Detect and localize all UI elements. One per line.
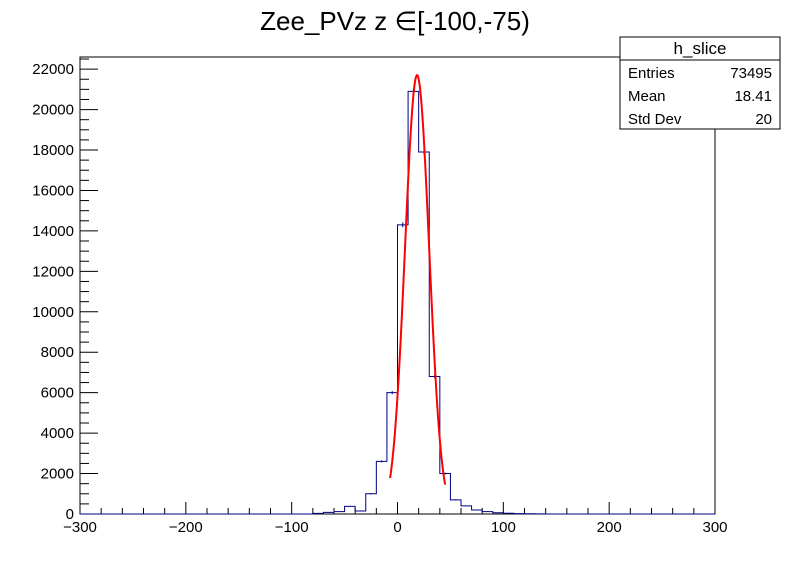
y-tick-label: 0 <box>66 506 74 523</box>
histogram-bin <box>366 494 377 514</box>
y-tick-label: 14000 <box>32 223 74 240</box>
x-tick-label: −200 <box>169 519 203 536</box>
stats-mean-value: 18.41 <box>734 88 772 105</box>
y-axis: 0 2000 4000 6000 8000 10000 12000 14000 16000 180… <box>32 58 98 523</box>
stats-mean-label: Mean <box>628 88 666 105</box>
x-tick-label: 300 <box>702 519 727 536</box>
y-tick-label: 8000 <box>41 344 74 361</box>
x-tick-label: −300 <box>63 519 97 536</box>
stats-box-title: h_slice <box>674 39 727 58</box>
x-axis: −300 −200 −100 0 100 200 300 <box>63 502 728 536</box>
histogram-bin <box>472 510 483 514</box>
y-tick-label: 12000 <box>32 263 74 280</box>
y-tick-label: 18000 <box>32 142 74 159</box>
y-tick-label: 6000 <box>41 385 74 402</box>
stats-box: h_slice Entries 73495 Mean 18.41 Std Dev… <box>619 36 781 130</box>
stats-entries-value: 73495 <box>730 65 772 82</box>
y-tick-label: 2000 <box>41 466 74 483</box>
y-tick-label: 22000 <box>32 61 74 78</box>
y-tick-label: 16000 <box>32 182 74 199</box>
gaussian-fit-curve <box>389 73 447 485</box>
x-tick-label: 200 <box>597 519 622 536</box>
gaussian-fit-series <box>389 73 447 485</box>
stats-entries-label: Entries <box>628 65 675 82</box>
stats-stddev-label: Std Dev <box>628 111 682 128</box>
x-tick-label: 0 <box>393 519 401 536</box>
y-tick-label: 20000 <box>32 102 74 119</box>
histogram-bin <box>376 461 387 514</box>
x-tick-label: 100 <box>491 519 516 536</box>
histogram-series <box>80 88 715 515</box>
stats-box-frame <box>619 36 781 130</box>
y-tick-label: 4000 <box>41 425 74 442</box>
histogram-bin <box>345 506 356 514</box>
histogram-bin <box>461 506 472 514</box>
x-tick-label: −100 <box>275 519 309 536</box>
chart-title: Zee_PVz z ∈[-100,-75) <box>260 6 530 36</box>
stats-stddev-value: 20 <box>755 111 772 128</box>
y-tick-label: 10000 <box>32 304 74 321</box>
histogram-outline <box>80 90 715 515</box>
histogram-bin <box>429 376 440 514</box>
histogram-bin <box>450 500 461 514</box>
